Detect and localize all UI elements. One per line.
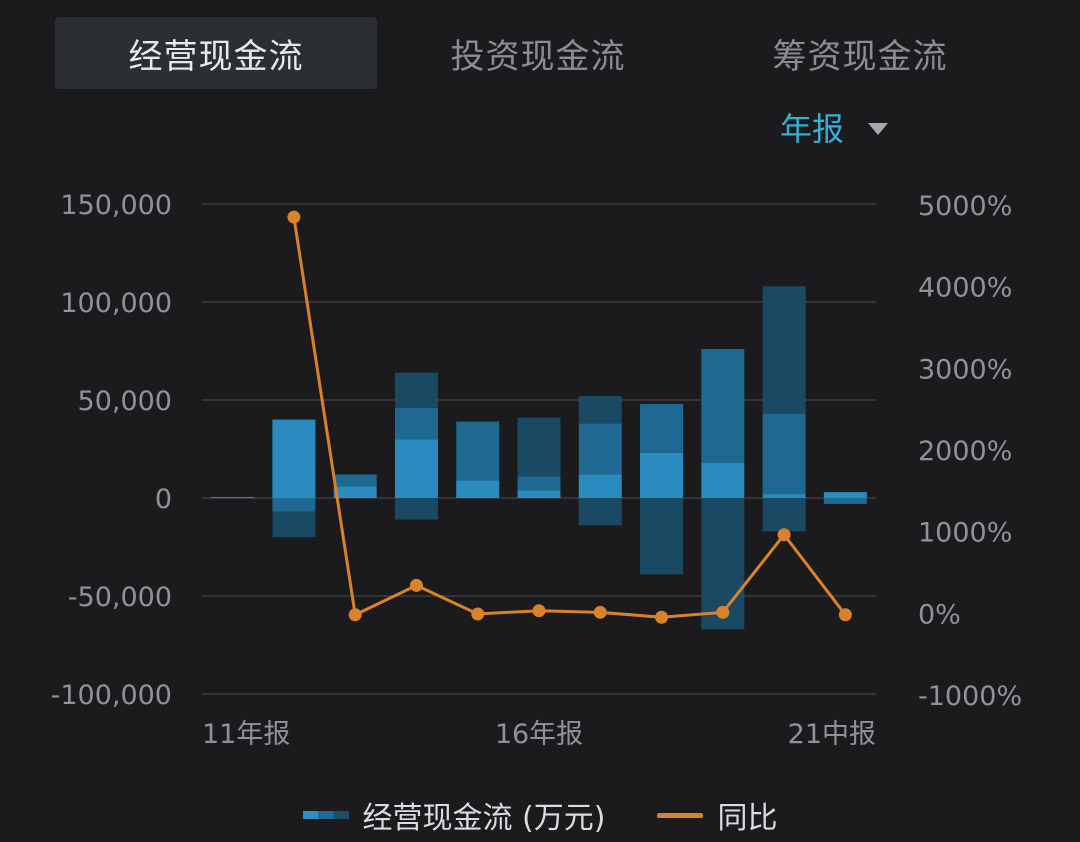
bar-segment bbox=[578, 474, 622, 498]
yoy-line bbox=[292, 216, 847, 619]
bar-segment bbox=[272, 419, 316, 498]
bar-segment bbox=[701, 349, 745, 463]
tab-investing-cashflow[interactable]: 投资现金流 bbox=[450, 36, 626, 77]
period-label: 年报 bbox=[780, 110, 845, 148]
chart-legend: 经营现金流 (万元) 同比 bbox=[0, 790, 1080, 840]
bar-segment bbox=[640, 452, 684, 498]
right-axis-tick-label: 2000% bbox=[918, 436, 1012, 467]
bar-segment bbox=[394, 498, 438, 520]
cashflow-tabs: 经营现金流 投资现金流 筹资现金流 bbox=[55, 17, 1030, 89]
bar-segment bbox=[701, 576, 745, 630]
x-axis-tick-label: 21中报 bbox=[788, 719, 876, 750]
bar-segment bbox=[823, 492, 867, 498]
left-axis-tick-label: 150,000 bbox=[60, 190, 172, 221]
bar-segment bbox=[272, 511, 316, 538]
bar-segment bbox=[823, 498, 867, 504]
bar-swatch bbox=[302, 811, 349, 819]
right-axis-tick-label: 0% bbox=[918, 599, 961, 630]
right-axis-tick-label: -1000% bbox=[918, 681, 1022, 712]
bar-segment bbox=[517, 476, 561, 491]
bar-segment bbox=[762, 498, 806, 532]
bar-segment bbox=[701, 462, 745, 498]
right-axis-tick-label: 1000% bbox=[918, 518, 1012, 549]
legend-label-cashflow: 经营现金流 (万元) bbox=[362, 801, 606, 836]
bar-segment bbox=[701, 498, 745, 577]
yoy-point bbox=[471, 607, 485, 621]
bar-segment bbox=[578, 498, 622, 526]
yoy-point bbox=[287, 210, 301, 224]
bar-segment bbox=[640, 403, 684, 453]
left-axis-tick-label: -100,000 bbox=[51, 680, 172, 711]
bar-segment bbox=[333, 474, 377, 487]
left-axis-tick-label: 100,000 bbox=[60, 288, 172, 319]
bar-segment bbox=[578, 396, 622, 424]
yoy-point bbox=[532, 604, 546, 618]
bar-segment bbox=[456, 480, 500, 498]
yoy-point bbox=[655, 610, 669, 624]
bar-segment bbox=[762, 286, 806, 414]
x-axis-tick-label: 16年报 bbox=[495, 719, 583, 750]
left-axis-tick-label: 0 bbox=[155, 484, 172, 515]
yoy-point bbox=[593, 605, 607, 619]
bar-segment bbox=[762, 413, 806, 495]
bar-segment bbox=[640, 517, 684, 575]
bar-segment bbox=[517, 490, 561, 498]
x-axis-tick-label: 11年报 bbox=[202, 719, 290, 750]
period-selector[interactable]: 年报 bbox=[780, 102, 889, 152]
bar-segment bbox=[394, 407, 438, 440]
legend-label-yoy: 同比 bbox=[717, 801, 778, 836]
tab-financing-cashflow[interactable]: 筹资现金流 bbox=[772, 36, 948, 77]
legend-item-yoy[interactable]: 同比 bbox=[657, 793, 777, 837]
left-axis-tick-label: 50,000 bbox=[78, 386, 172, 417]
yoy-point bbox=[777, 528, 791, 542]
bar-segment bbox=[333, 486, 377, 498]
cashflow-chart: 150,000 100,000 50,000 0 -50,000 -100,000 5000… bbox=[51, 190, 1023, 750]
legend-item-cashflow[interactable]: 经营现金流 (万元) bbox=[302, 793, 606, 837]
right-axis-tick-label: 4000% bbox=[918, 273, 1012, 304]
bar-segment bbox=[578, 423, 622, 475]
tab-operating-cashflow[interactable]: 经营现金流 bbox=[55, 17, 377, 89]
line-swatch bbox=[657, 812, 704, 818]
bar-segment bbox=[640, 498, 684, 518]
right-axis-tick-label: 3000% bbox=[918, 354, 1012, 385]
caret-down-icon bbox=[868, 123, 889, 135]
yoy-point bbox=[348, 608, 362, 622]
left-axis-tick-label: -50,000 bbox=[68, 582, 172, 613]
bar-segment bbox=[272, 498, 316, 512]
bar-segment bbox=[456, 421, 500, 481]
yoy-point bbox=[409, 578, 423, 592]
bar-segment bbox=[394, 439, 438, 498]
bar-segment bbox=[517, 449, 561, 477]
bar-segment bbox=[211, 497, 255, 499]
yoy-point bbox=[838, 608, 852, 622]
bar-segment bbox=[517, 417, 561, 449]
bar-segment bbox=[394, 372, 438, 408]
yoy-point bbox=[716, 605, 730, 619]
bar-segment bbox=[762, 494, 806, 498]
right-axis-tick-label: 5000% bbox=[918, 191, 1012, 222]
